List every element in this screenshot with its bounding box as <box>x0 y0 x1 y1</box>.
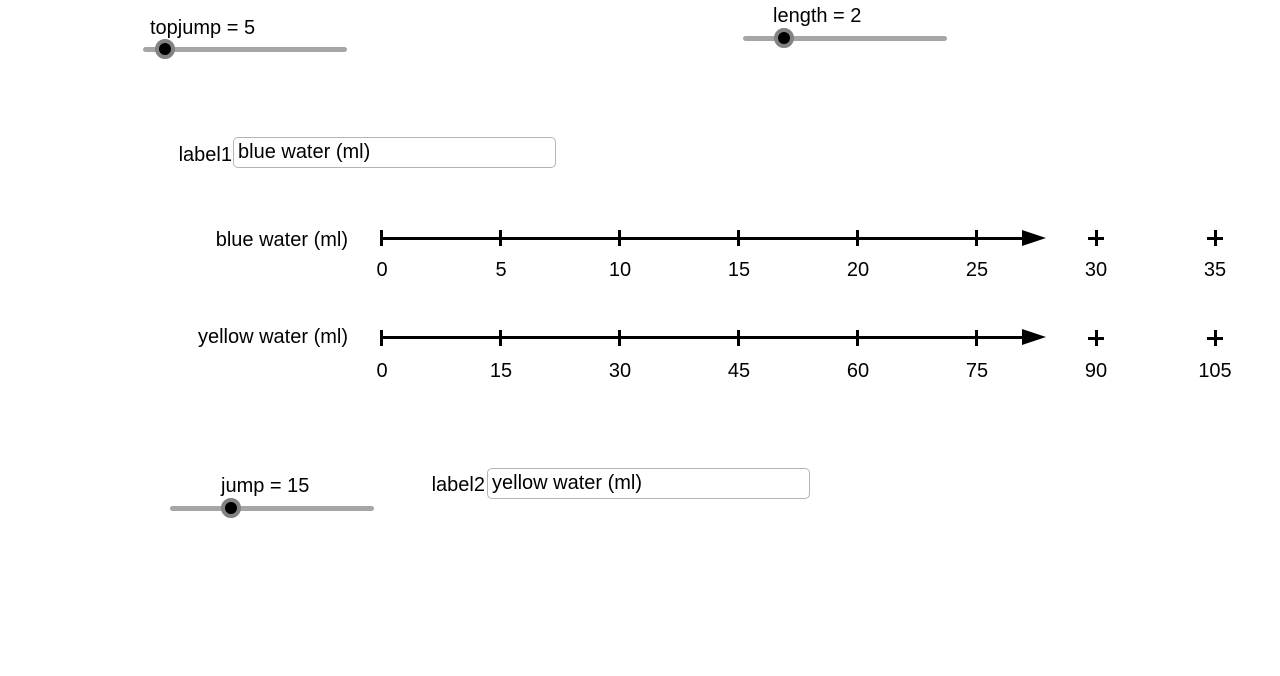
numberline-blue-arrowhead-icon <box>1022 230 1046 246</box>
slider-jump-track[interactable] <box>170 506 374 511</box>
numberline-yellow-tick-label-90: 90 <box>1084 360 1108 382</box>
numberline-yellow-tick-label-0: 0 <box>376 360 388 382</box>
numberline-blue-tick-0 <box>380 230 383 246</box>
numberline-yellow-tick-label-60: 60 <box>846 360 870 382</box>
slider-topjump-track[interactable] <box>143 47 347 52</box>
label2-caption: label2 <box>431 474 485 496</box>
numberline-yellow-tick-label-105: 105 <box>1198 360 1232 382</box>
numberline-blue-tick-label-10: 10 <box>608 259 632 281</box>
numberline-blue-tick-10 <box>618 230 621 246</box>
slider-length-label: length = 2 <box>773 5 862 27</box>
numberline-yellow-tick-0 <box>380 330 383 346</box>
numberline-blue-tick-label-25: 25 <box>965 259 989 281</box>
numberline-yellow-tick-60 <box>856 330 859 346</box>
numberline-blue-tick-label-35: 35 <box>1203 259 1227 281</box>
label2-input[interactable] <box>487 468 810 499</box>
numberline-blue-tick-25 <box>975 230 978 246</box>
numberline-yellow-tick-30 <box>618 330 621 346</box>
slider-topjump-label: topjump = 5 <box>150 17 256 39</box>
numberline-blue-tick-label-20: 20 <box>846 259 870 281</box>
label1-caption: label1 <box>178 144 232 166</box>
numberline-blue-tick-5 <box>499 230 502 246</box>
slider-jump-label: jump = 15 <box>221 475 310 497</box>
label1-input[interactable] <box>233 137 556 168</box>
numberline-blue-tick-15 <box>737 230 740 246</box>
numberline-yellow-tick-label-15: 15 <box>489 360 513 382</box>
numberline-yellow-tick-15 <box>499 330 502 346</box>
numberline-yellow-arrowhead-icon <box>1022 329 1046 345</box>
slider-jump-handle[interactable] <box>221 498 241 518</box>
numberline-blue-label: blue water (ml) <box>215 229 348 251</box>
slider-length-track[interactable] <box>743 36 947 41</box>
numberline-yellow-tick-label-45: 45 <box>727 360 751 382</box>
numberline-blue-tick-label-0: 0 <box>376 259 388 281</box>
numberline-yellow-label: yellow water (ml) <box>197 326 348 348</box>
numberline-blue-tick-label-5: 5 <box>495 259 507 281</box>
numberline-yellow-axis <box>382 336 1028 339</box>
numberline-blue-plus-marker-icon <box>1088 230 1104 246</box>
numberline-blue-tick-label-15: 15 <box>727 259 751 281</box>
slider-topjump-handle[interactable] <box>155 39 175 59</box>
numberline-blue-axis <box>382 237 1028 240</box>
numberline-blue-tick-label-30: 30 <box>1084 259 1108 281</box>
slider-length-handle[interactable] <box>774 28 794 48</box>
numberline-yellow-plus-marker-icon <box>1207 330 1223 346</box>
numberline-blue-plus-marker-icon <box>1207 230 1223 246</box>
numberline-yellow-tick-label-75: 75 <box>965 360 989 382</box>
numberline-yellow-tick-75 <box>975 330 978 346</box>
numberline-yellow-tick-45 <box>737 330 740 346</box>
numberline-yellow-tick-label-30: 30 <box>608 360 632 382</box>
numberline-blue-tick-20 <box>856 230 859 246</box>
numberline-yellow-plus-marker-icon <box>1088 330 1104 346</box>
